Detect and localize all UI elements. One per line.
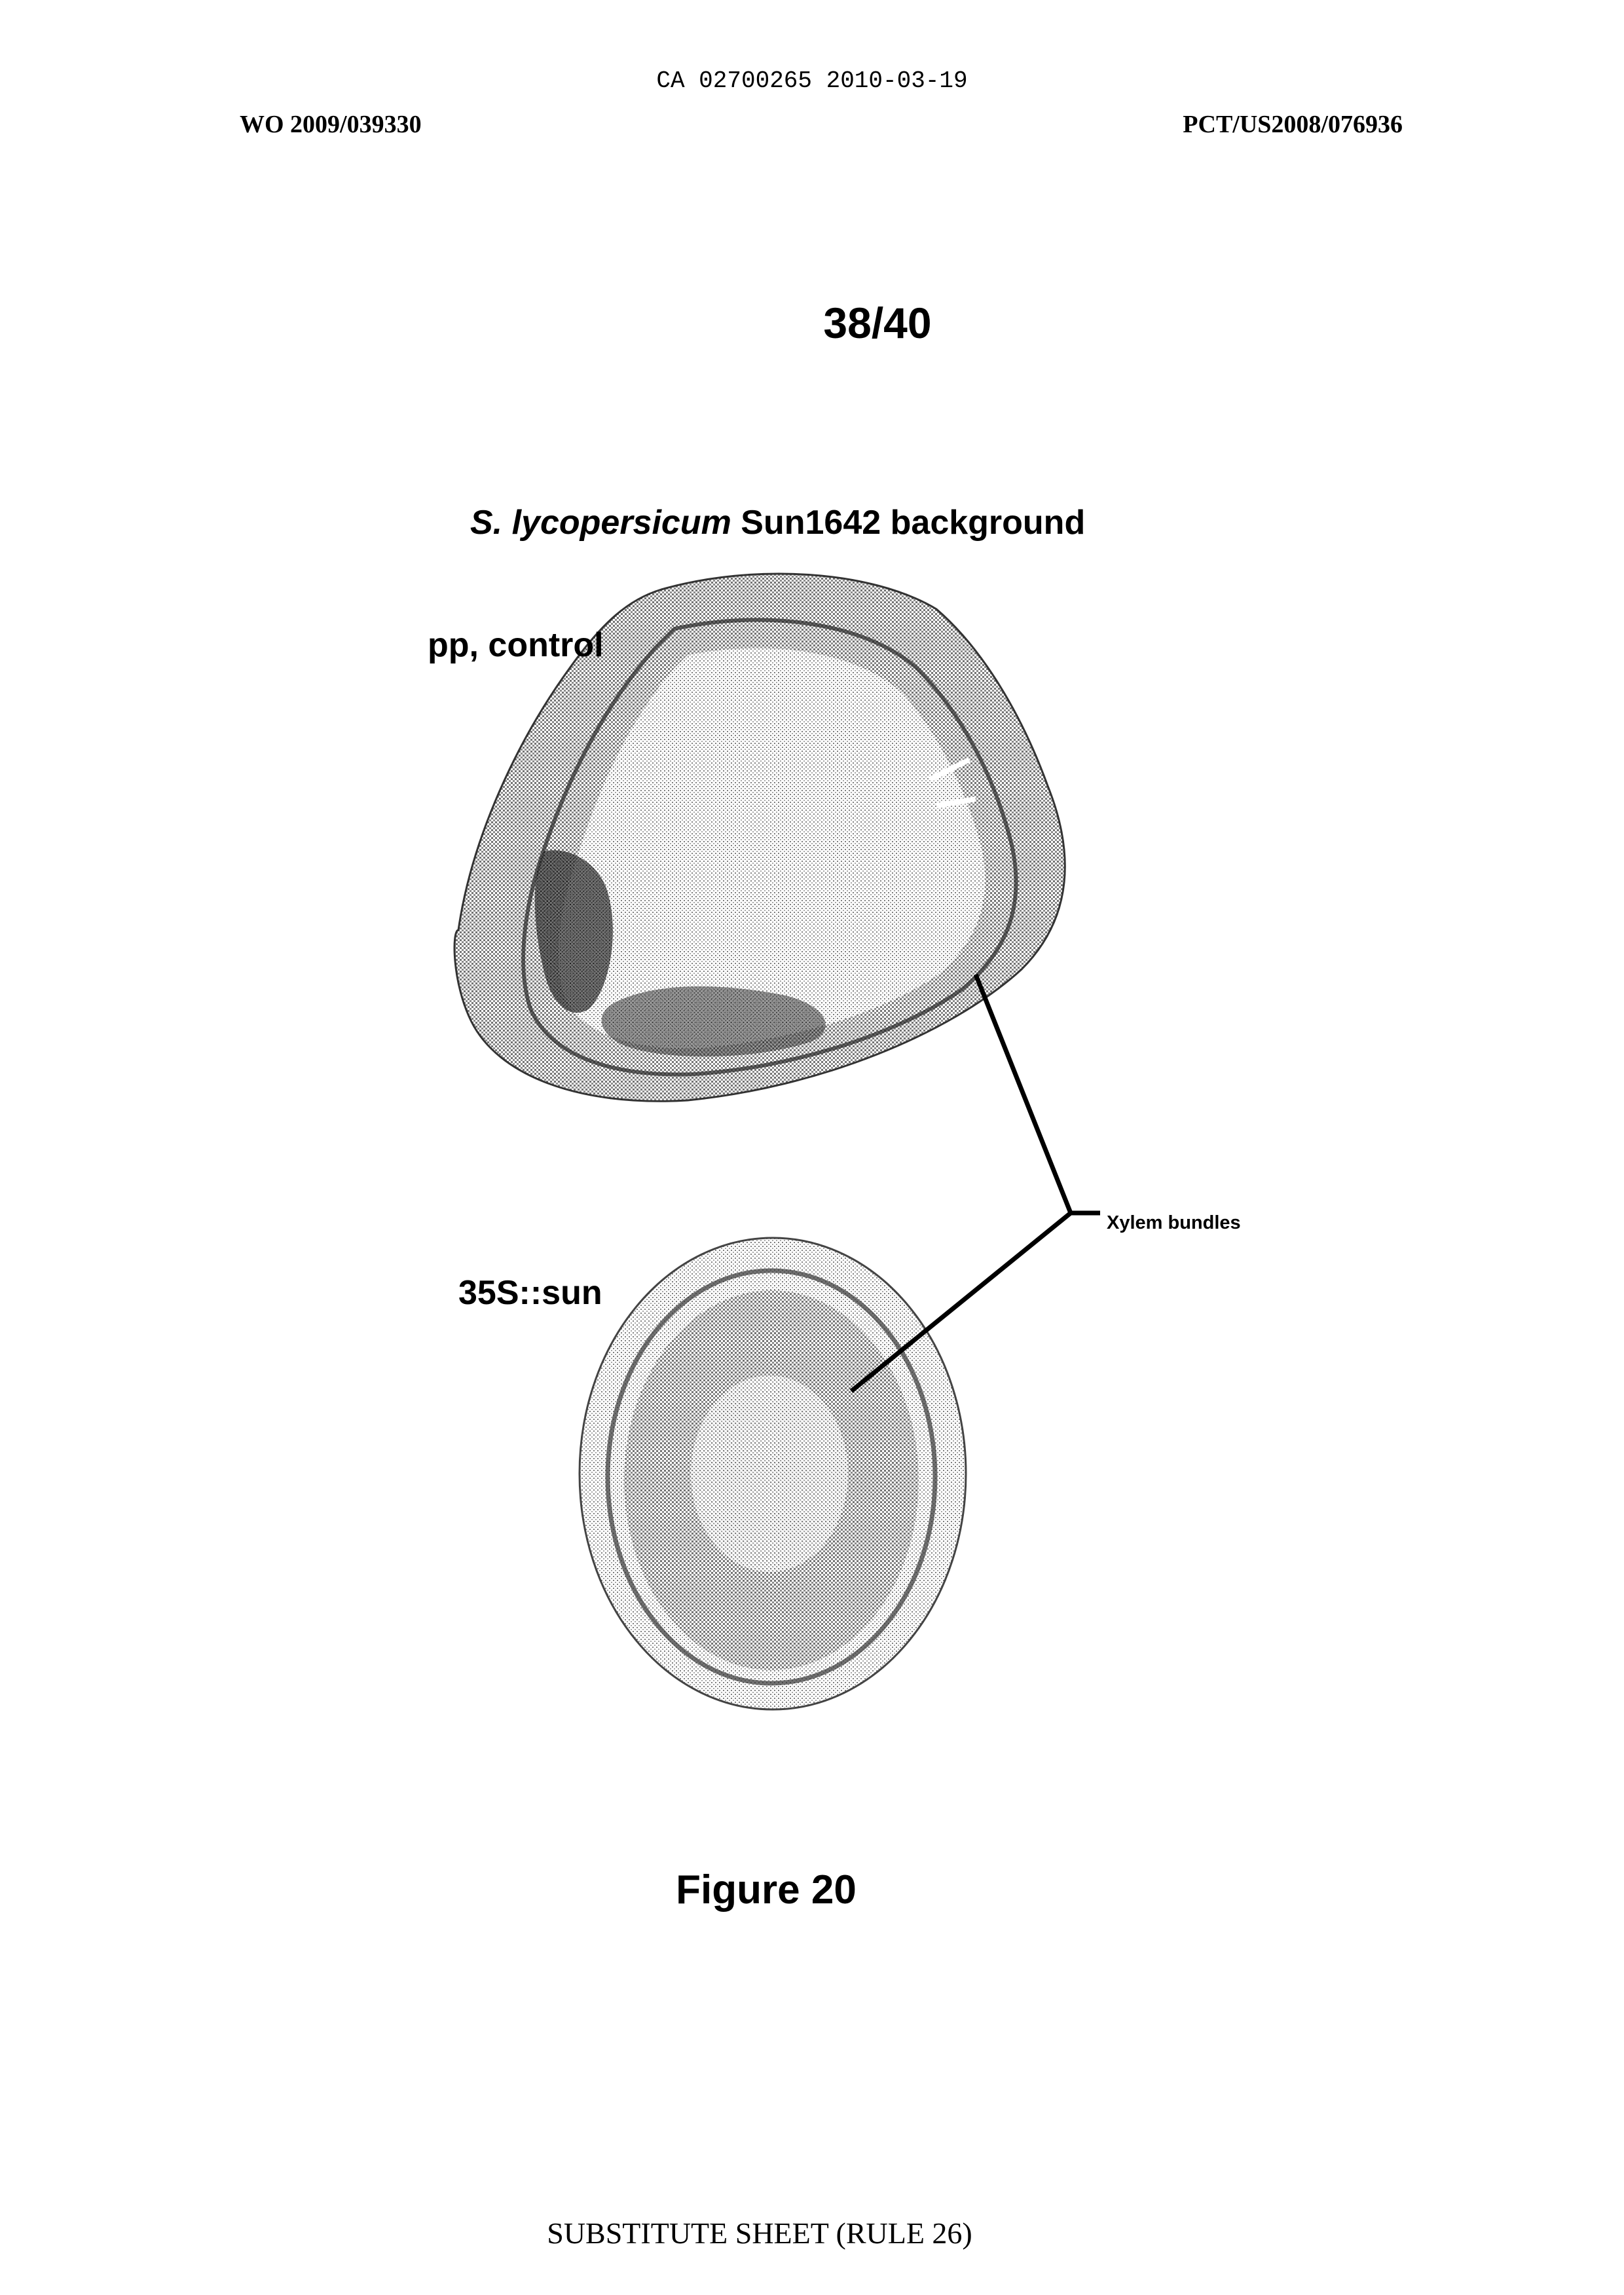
xylem-bundles-label: Xylem bundles xyxy=(1107,1212,1241,1234)
transgenic-label: 35S::sun xyxy=(458,1273,602,1313)
control-label: pp, control xyxy=(428,625,604,665)
figure-caption: Figure 20 xyxy=(0,1867,1532,1913)
transgenic-core xyxy=(691,1375,848,1572)
transgenic-cross-section xyxy=(580,1238,966,1709)
xylem-pointer-upper xyxy=(976,975,1100,1213)
substitute-sheet-footer: SUBSTITUTE SHEET (RULE 26) xyxy=(0,2216,1519,2250)
